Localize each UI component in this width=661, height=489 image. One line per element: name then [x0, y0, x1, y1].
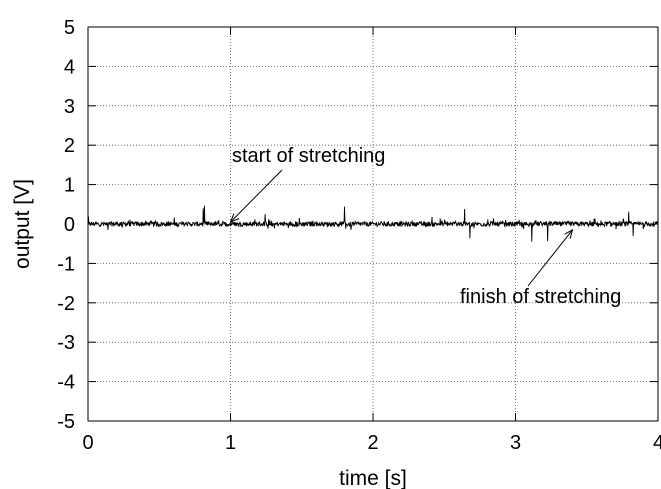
y-tick-label: -4: [57, 372, 75, 394]
annotation-arrowhead: [229, 213, 240, 223]
y-tick-label: 5: [64, 17, 75, 39]
y-tick-label: -1: [57, 253, 75, 275]
y-tick-label: -5: [57, 411, 75, 433]
series-group: [87, 205, 659, 242]
annotation-arrow: [527, 229, 573, 287]
x-tick-labels: 0 1 2 3 4: [82, 432, 661, 454]
y-tick-label: 2: [64, 135, 75, 157]
x-tick-label: 1: [225, 432, 236, 454]
series-line: [87, 205, 659, 242]
x-tick-label: 2: [367, 432, 378, 454]
y-tick-label: 4: [64, 56, 75, 78]
y-tick-label: 1: [64, 175, 75, 197]
annotation-arrow: [230, 169, 283, 223]
x-tick-label: 4: [653, 432, 661, 454]
x-tick-label: 0: [82, 432, 93, 454]
y-tick-label: 0: [64, 214, 75, 236]
y-tick-label: 3: [64, 96, 75, 118]
annotation-text: finish of stretching: [460, 286, 621, 308]
x-axis-label: time [s]: [339, 467, 407, 489]
y-axis-label: output [V]: [11, 179, 34, 269]
annotation-text: start of stretching: [232, 145, 385, 167]
annotation-arrowhead: [564, 228, 574, 239]
tick-marks: [87, 26, 659, 422]
annotations: start of stretching finish of stretching: [229, 145, 621, 308]
y-tick-label: -3: [57, 332, 75, 354]
y-tick-labels: -5 -4 -3 -2 -1 0 1 2 3 4 5: [57, 17, 75, 433]
x-tick-label: 3: [510, 432, 521, 454]
y-tick-label: -2: [57, 293, 75, 315]
